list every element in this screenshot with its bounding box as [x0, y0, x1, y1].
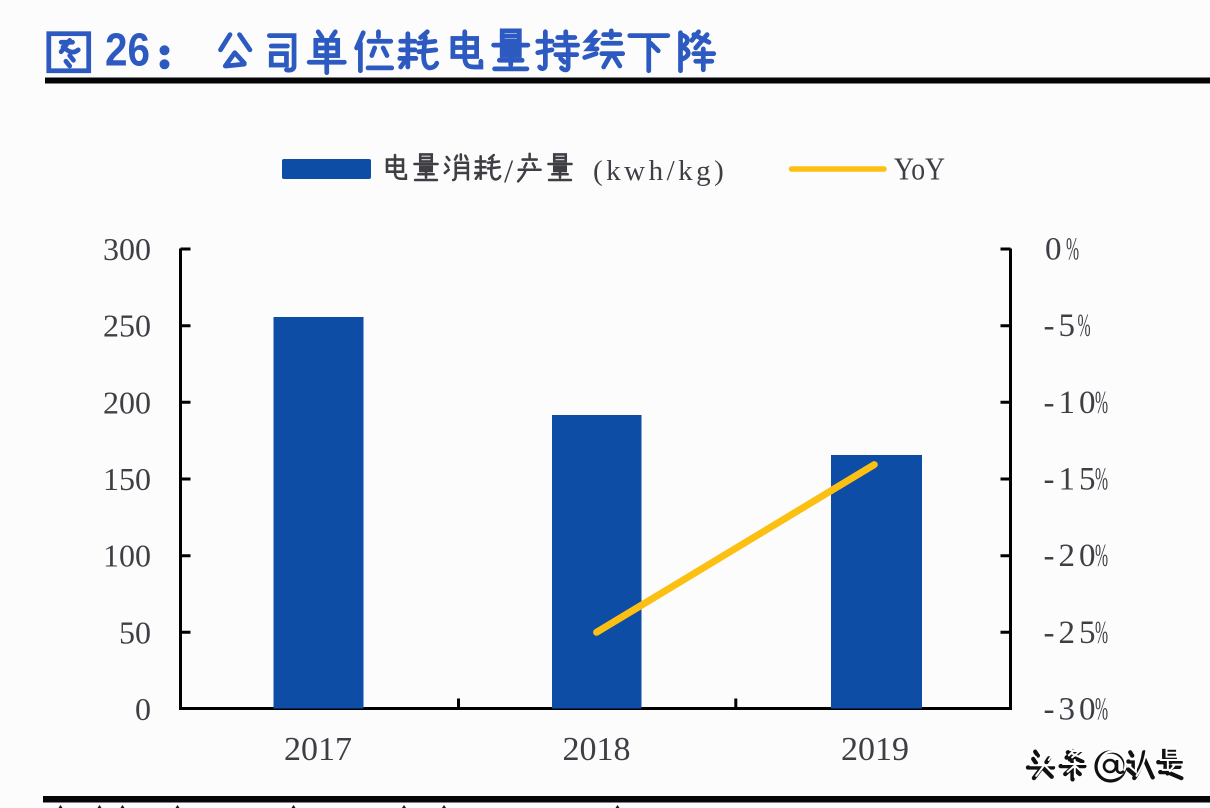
- svg-text:%: %: [1095, 462, 1110, 498]
- svg-text:-25: -25: [1044, 615, 1100, 651]
- svg-text:300: 300: [103, 231, 151, 267]
- svg-text:250: 250: [103, 308, 151, 344]
- svg-text:2019: 2019: [841, 731, 909, 768]
- svg-text:-10: -10: [1044, 385, 1100, 421]
- svg-text:%: %: [1078, 308, 1093, 344]
- svg-text:%: %: [1095, 385, 1110, 421]
- svg-text:YoY: YoY: [894, 151, 945, 187]
- svg-text:26: 26: [105, 24, 150, 76]
- svg-text:-30: -30: [1044, 692, 1100, 728]
- svg-text:0: 0: [135, 691, 151, 727]
- svg-text:200: 200: [103, 384, 151, 420]
- svg-text:%: %: [1066, 232, 1081, 268]
- svg-text:(kwh/kg): (kwh/kg): [593, 155, 727, 187]
- svg-text:-15: -15: [1044, 462, 1100, 498]
- svg-text:0: 0: [1045, 232, 1066, 268]
- svg-text:50: 50: [119, 614, 151, 650]
- svg-text:-5: -5: [1044, 308, 1080, 344]
- svg-text:/: /: [504, 154, 514, 190]
- svg-text:150: 150: [103, 461, 151, 497]
- svg-text:100: 100: [103, 538, 151, 574]
- svg-text:%: %: [1095, 692, 1110, 728]
- svg-text:-20: -20: [1044, 538, 1100, 574]
- svg-text:%: %: [1095, 615, 1110, 651]
- svg-text:2018: 2018: [563, 731, 631, 768]
- svg-text:2017: 2017: [284, 731, 352, 768]
- svg-text:%: %: [1095, 538, 1110, 574]
